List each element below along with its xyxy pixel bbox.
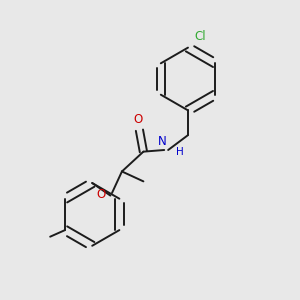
Text: N: N xyxy=(158,135,167,148)
Text: O: O xyxy=(97,188,106,201)
Text: Cl: Cl xyxy=(195,30,206,43)
Text: O: O xyxy=(133,113,142,126)
Text: H: H xyxy=(176,147,184,157)
